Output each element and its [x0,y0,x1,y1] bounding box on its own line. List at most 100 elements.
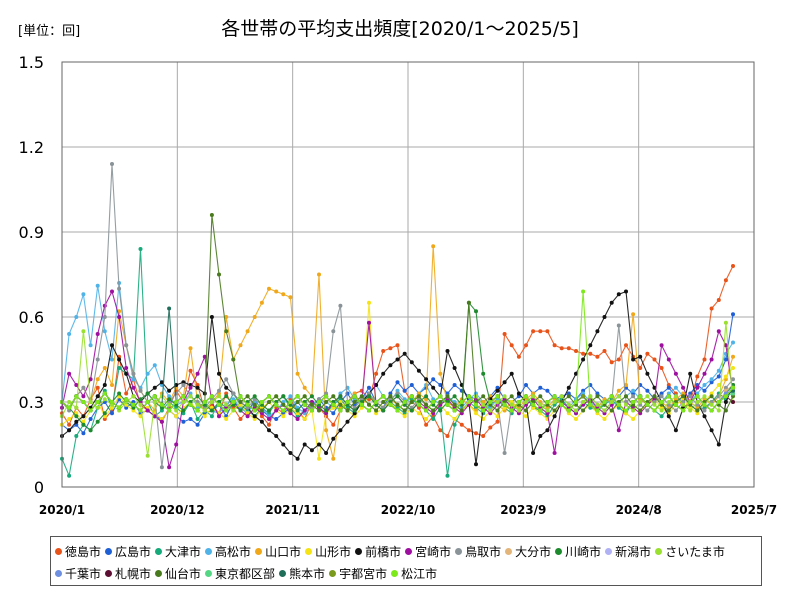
data-point [581,388,586,393]
data-point [631,357,636,362]
data-point [95,357,100,362]
data-point [702,408,707,413]
data-point [466,400,471,404]
data-point [459,408,464,413]
data-point [624,343,628,348]
data-point [731,400,735,404]
data-point [202,354,207,359]
data-point [288,400,293,404]
legend-marker [55,547,62,555]
data-point [695,385,700,390]
data-point [388,346,393,351]
data-point [545,408,550,413]
data-point [95,377,100,382]
data-point [131,394,136,399]
data-point [409,394,414,399]
data-point [367,320,371,325]
data-point [409,408,414,413]
data-point [716,442,721,447]
data-point [188,394,193,399]
data-point [224,394,229,399]
data-point [345,408,350,413]
data-point [616,388,621,393]
data-point [252,402,257,407]
data-point [495,400,500,404]
data-point [345,400,350,404]
data-point [516,408,521,413]
data-point [295,400,300,404]
data-point [331,329,336,334]
data-point [88,417,93,421]
data-point [367,391,371,396]
data-point [438,394,443,399]
data-point [616,323,621,328]
data-point [374,371,379,376]
data-point [566,402,571,407]
data-point [645,408,650,413]
data-point [416,368,421,373]
data-point [731,394,735,399]
data-point [338,428,343,433]
data-point [652,357,657,362]
data-point [709,357,714,362]
data-point [524,383,528,387]
data-point [731,366,735,370]
data-point [81,394,86,399]
data-point [595,411,600,416]
y-tick-label: 0 [34,478,44,497]
data-point [723,374,728,379]
data-point [67,371,72,376]
data-point [481,371,486,376]
data-point [359,394,364,399]
data-point [452,394,457,399]
data-point [238,417,243,421]
data-point [566,346,571,351]
data-point [545,329,550,334]
grid [62,62,754,487]
data-point [181,383,186,387]
data-point [252,414,257,419]
data-point [188,368,193,373]
data-point [702,371,707,376]
data-point [595,402,600,407]
data-point [338,394,343,399]
data-point [588,402,593,407]
data-point [159,465,164,470]
data-point [681,394,686,399]
data-point [88,343,93,348]
data-point [602,349,607,353]
data-point [288,295,293,300]
data-point [117,408,122,413]
data-point [531,451,536,455]
data-point [281,292,286,297]
data-point [681,408,686,413]
data-point [723,408,728,413]
data-point [302,417,307,421]
legend-marker [105,569,113,577]
data-point [631,417,636,421]
data-point [181,419,186,424]
data-point [88,377,93,382]
data-point [545,428,550,433]
legend-item: 松江市 [391,562,437,584]
data-point [159,402,164,407]
data-point [274,434,279,438]
data-point [416,391,421,396]
data-point [138,247,143,251]
data-point [274,417,279,421]
data-point [566,385,571,390]
data-point [395,394,400,399]
data-point [110,400,114,404]
data-point [609,360,614,365]
data-point [238,343,243,348]
data-point [681,402,686,407]
data-point [445,402,450,407]
data-point [431,385,436,390]
data-point [645,351,650,356]
data-point [95,283,100,288]
data-point [609,408,614,413]
data-point [588,343,593,348]
data-point [338,303,343,308]
data-point [545,388,550,393]
legend-item: 仙台市 [155,562,201,584]
